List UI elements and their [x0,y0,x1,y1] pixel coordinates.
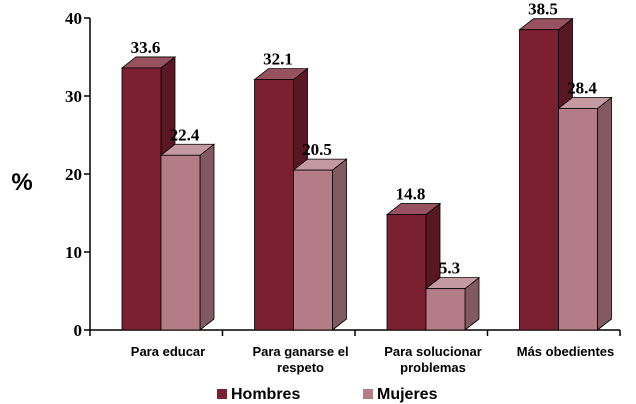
bar [160,154,201,331]
bar-side [199,143,215,331]
y-axis-label: % [11,169,32,196]
bar-side [597,96,612,331]
legend-label: Hombres [231,386,300,403]
data-label: 33.6 [131,38,161,57]
y-tick-label: 40 [65,9,82,28]
category-labels: Para educar Para ganarse el respeto Para so… [131,344,614,375]
bars [120,17,613,331]
category-label: Más obedientes [517,344,615,359]
data-label: 38.5 [528,0,558,19]
y-tick-label: 20 [65,165,82,184]
data-labels: 33.6 22.4 32.1 20.5 14.8 5.3 38.5 28.4 [131,0,598,278]
bar [519,29,559,331]
data-label: 14.8 [396,185,426,204]
bar [425,288,466,331]
legend-label: Mujeres [377,386,438,403]
category-label: Para ganarse el respeto [252,344,348,375]
data-label: 5.3 [439,259,460,278]
bar [121,67,162,331]
y-tick-label: 10 [65,243,82,262]
bar [254,79,294,331]
y-tick-label: 30 [65,87,82,106]
data-label: 28.4 [567,78,597,97]
legend-swatch [217,389,227,399]
legend: Hombres Mujeres [217,386,438,403]
bar [386,214,427,331]
y-tick-label: 0 [74,321,83,340]
data-label: 22.4 [170,125,200,144]
legend-swatch [363,389,373,399]
bar-side [332,158,347,331]
bar [293,169,333,331]
data-label: 20.5 [302,140,332,159]
data-label: 32.1 [263,50,293,69]
category-label: Para educar [131,344,205,359]
bar [558,108,598,331]
category-label: Para solucionar problemas [384,344,482,375]
